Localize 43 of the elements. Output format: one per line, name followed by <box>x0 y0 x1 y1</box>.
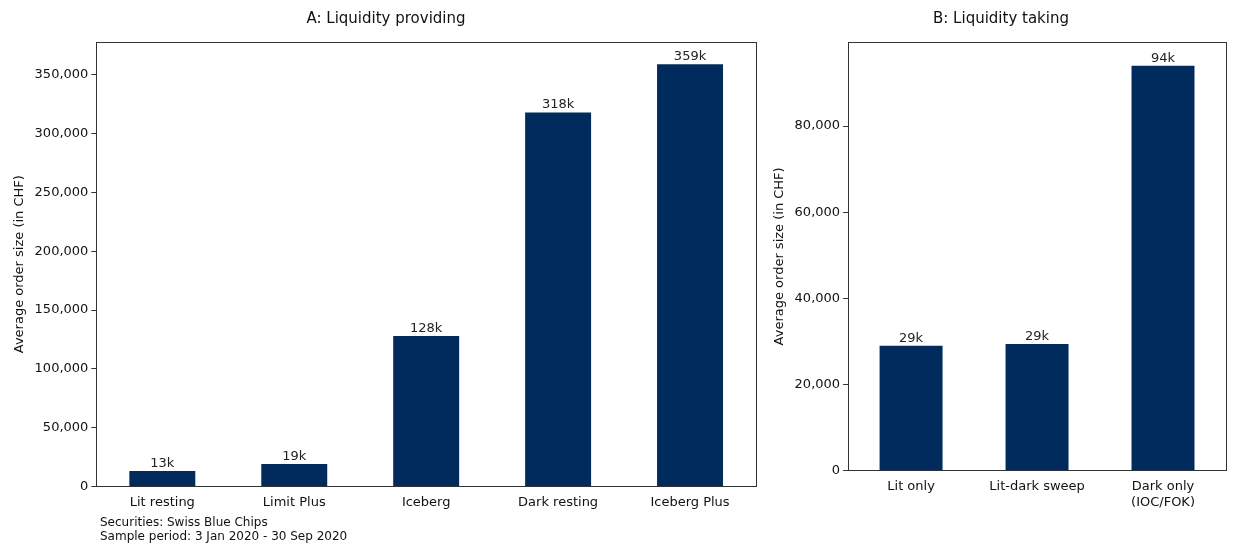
y-tick-label: 250,000 <box>34 183 89 199</box>
data-label: 359k <box>673 48 707 64</box>
chart-title: B: Liquidity taking <box>932 8 1070 27</box>
bar <box>879 345 943 471</box>
bar <box>261 464 328 486</box>
data-label: 94k <box>1150 49 1176 65</box>
x-tick-label: Limit Plus <box>262 493 326 509</box>
y-tick-label: 60,000 <box>794 203 841 219</box>
data-label: 29k <box>899 329 924 345</box>
data-label: 128k <box>410 319 443 335</box>
bar <box>393 335 460 486</box>
text: Securities: Swiss Blue Chips <box>100 515 268 529</box>
bar <box>1005 344 1069 471</box>
y-tick-label: 50,000 <box>42 418 89 434</box>
x-tick-label: Lit resting <box>129 493 195 509</box>
data-label: 13k <box>150 454 175 470</box>
y-tick-label: 100,000 <box>34 360 89 376</box>
data-label: 29k <box>1025 327 1050 343</box>
chart-title: A: Liquidity providing <box>306 8 466 27</box>
y-tick-label: 0 <box>80 477 89 493</box>
x-tick-label: Lit-dark sweep <box>989 477 1085 493</box>
bar <box>1131 65 1195 471</box>
x-tick-label: Lit only <box>887 477 936 493</box>
x-tick-label: Dark only (IOC/FOK) <box>1131 477 1195 509</box>
y-tick-label: 350,000 <box>34 66 89 82</box>
bar <box>657 64 724 486</box>
y-axis-title: Average order size (in CHF) <box>771 167 787 346</box>
y-tick-label: 40,000 <box>794 289 841 305</box>
bar <box>129 471 196 486</box>
y-tick-label: 300,000 <box>34 125 89 141</box>
y-tick-label: 200,000 <box>34 242 89 258</box>
data-label: 318k <box>541 96 575 112</box>
x-tick-label: Dark resting <box>518 493 599 509</box>
x-tick-label: Iceberg Plus <box>650 493 730 509</box>
data-label: 19k <box>282 447 307 463</box>
bar <box>525 112 592 486</box>
y-axis-title: Average order size (in CHF) <box>11 175 27 354</box>
y-tick-label: 80,000 <box>794 117 841 133</box>
y-tick-label: 0 <box>831 462 841 478</box>
x-tick-label: Iceberg <box>401 493 451 509</box>
y-tick-label: 150,000 <box>34 301 89 317</box>
text: Sample period: 3 Jan 2020 - 30 Sep 2020 <box>100 529 348 543</box>
y-tick-label: 20,000 <box>794 375 841 391</box>
